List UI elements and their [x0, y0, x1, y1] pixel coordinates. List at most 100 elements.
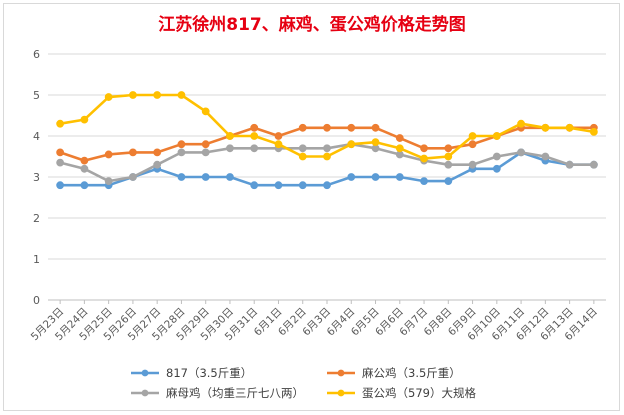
data-point — [274, 140, 283, 149]
data-point — [250, 132, 259, 140]
data-point — [298, 123, 307, 132]
data-point — [177, 148, 186, 157]
y-tick-label: 5 — [33, 89, 40, 102]
data-point — [56, 148, 65, 157]
data-point — [565, 160, 574, 169]
data-point — [250, 123, 259, 132]
data-point — [371, 173, 380, 181]
legend-label: 蛋公鸡（579）大规格 — [362, 386, 476, 400]
data-point — [250, 144, 259, 153]
data-point — [80, 156, 89, 165]
legend-swatch-marker — [141, 389, 149, 397]
data-point — [444, 152, 453, 161]
data-point — [274, 181, 283, 190]
data-point — [444, 160, 453, 169]
data-point — [492, 132, 501, 140]
data-point — [80, 115, 89, 124]
series-4 — [56, 91, 598, 163]
x-axis-ticks: 5月23日5月24日5月25日5月26日5月27日5月28日5月29日5月30日… — [29, 300, 600, 343]
data-point — [323, 152, 331, 161]
data-point — [517, 148, 525, 157]
chart-title: 江苏徐州817、麻鸡、蛋公鸡价格走势图 — [158, 14, 466, 35]
data-point — [201, 173, 210, 181]
legend-item: 蛋公鸡（579）大规格 — [327, 386, 476, 400]
data-point — [153, 91, 162, 99]
data-point — [177, 91, 186, 99]
data-point — [323, 181, 331, 190]
data-point — [541, 123, 550, 132]
y-tick-label: 0 — [33, 294, 40, 307]
data-point — [371, 123, 380, 132]
legend-label: 麻公鸡（3.5斤重） — [362, 366, 461, 380]
data-point — [226, 173, 234, 181]
data-point — [177, 140, 186, 149]
data-point — [347, 140, 356, 149]
data-point — [323, 144, 331, 153]
data-point — [129, 91, 137, 99]
data-point — [468, 140, 477, 149]
data-point — [104, 93, 113, 101]
series-3 — [56, 140, 598, 186]
chart-frame: 江苏徐州817、麻鸡、蛋公鸡价格走势图 0 1 2 3 4 5 6 5月23日 5月24日 5月… — [3, 3, 620, 411]
data-point — [80, 164, 89, 173]
legend-item: 817（3.5斤重） — [131, 366, 252, 380]
legend-label: 817（3.5斤重） — [166, 366, 252, 380]
data-point — [347, 123, 356, 132]
data-point — [395, 173, 404, 181]
data-point — [177, 173, 186, 181]
data-point — [153, 160, 162, 169]
data-point — [226, 144, 234, 153]
data-point — [56, 181, 65, 190]
data-point — [153, 148, 162, 157]
legend-swatch-marker — [141, 369, 149, 377]
y-tick-label: 1 — [33, 253, 40, 266]
y-tick-label: 3 — [33, 171, 40, 184]
legend-swatch-marker — [337, 369, 345, 377]
data-point — [201, 107, 210, 116]
data-point — [323, 123, 331, 132]
legend-item: 麻公鸡（3.5斤重） — [327, 366, 461, 380]
data-point — [347, 173, 356, 181]
data-point — [201, 140, 210, 149]
data-point — [395, 134, 404, 142]
data-point — [201, 148, 210, 157]
data-point — [420, 177, 428, 186]
data-point — [104, 150, 113, 159]
series-layer — [56, 91, 598, 190]
legend: 817（3.5斤重） 麻公鸡（3.5斤重） 麻母鸡（均重三斤七八两） 蛋公鸡（579）… — [131, 366, 476, 400]
data-point — [56, 119, 65, 128]
line-chart: 江苏徐州817、麻鸡、蛋公鸡价格走势图 0 1 2 3 4 5 6 5月23日5月24日5月… — [29, 14, 606, 400]
y-tick-label: 6 — [33, 48, 40, 61]
legend-label: 麻母鸡（均重三斤七八两） — [166, 386, 304, 400]
y-axis-ticks: 0 1 2 3 4 5 6 — [33, 48, 40, 307]
data-point — [492, 152, 501, 161]
data-point — [565, 123, 574, 132]
data-point — [541, 152, 550, 161]
data-point — [129, 173, 137, 181]
data-point — [420, 144, 428, 153]
data-point — [468, 132, 477, 140]
data-point — [226, 132, 234, 140]
series-1 — [56, 148, 598, 190]
data-point — [104, 177, 113, 186]
data-point — [589, 128, 598, 136]
data-point — [298, 144, 307, 153]
data-point — [298, 152, 307, 161]
data-point — [468, 160, 477, 169]
y-tick-label: 2 — [33, 212, 40, 225]
data-point — [492, 164, 501, 173]
legend-swatch-marker — [337, 389, 345, 397]
data-point — [371, 138, 380, 147]
y-tick-label: 4 — [33, 130, 40, 143]
data-point — [444, 177, 453, 186]
legend-item: 麻母鸡（均重三斤七八两） — [131, 386, 304, 400]
data-point — [444, 144, 453, 153]
data-point — [589, 160, 598, 169]
data-point — [129, 148, 137, 157]
data-point — [274, 132, 283, 140]
data-point — [517, 119, 525, 128]
data-point — [80, 181, 89, 190]
data-point — [250, 181, 259, 190]
data-point — [395, 144, 404, 153]
data-point — [420, 154, 428, 163]
